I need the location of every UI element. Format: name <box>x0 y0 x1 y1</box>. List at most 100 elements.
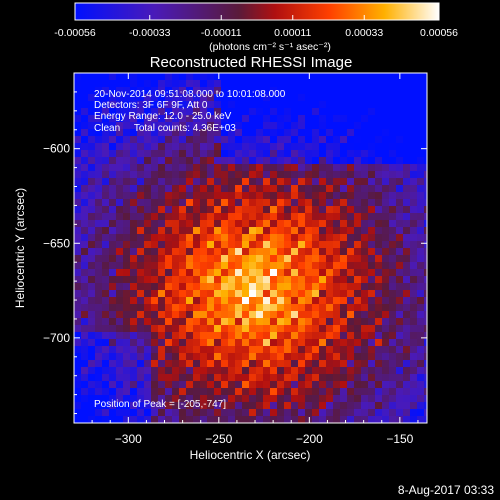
heatmap-cell <box>319 360 327 368</box>
heatmap-cell <box>137 94 145 102</box>
heatmap-cell <box>74 402 82 410</box>
heatmap-cell <box>207 122 215 130</box>
heatmap-cell <box>354 157 362 165</box>
heatmap-cell <box>235 360 243 368</box>
heatmap-cell <box>354 255 362 263</box>
heatmap-cell <box>270 73 278 81</box>
heatmap-cell <box>207 290 215 298</box>
heatmap-cell <box>417 101 425 109</box>
heatmap-cell <box>256 101 264 109</box>
heatmap-cell <box>368 122 376 130</box>
heatmap-cell <box>277 122 285 130</box>
heatmap-cell <box>396 339 404 347</box>
heatmap-cell <box>361 346 369 354</box>
heatmap-cell <box>368 395 376 403</box>
heatmap-cell <box>102 150 110 158</box>
heatmap-cell <box>186 248 194 256</box>
heatmap-cell <box>249 248 257 256</box>
heatmap-cell <box>102 409 110 417</box>
heatmap-cell <box>249 269 257 277</box>
heatmap-cell <box>242 213 250 221</box>
heatmap-cell <box>375 332 383 340</box>
heatmap-cell <box>144 283 152 291</box>
heatmap-cell <box>186 108 194 116</box>
heatmap-cell <box>116 416 124 423</box>
heatmap-cell <box>263 388 271 396</box>
heatmap-cell <box>207 192 215 200</box>
heatmap-cell <box>137 416 145 423</box>
heatmap-cell <box>340 325 348 333</box>
heatmap-cell <box>200 297 208 305</box>
heatmap-cell <box>74 220 82 228</box>
heatmap-cell <box>214 304 222 312</box>
heatmap-cell <box>207 227 215 235</box>
heatmap-cell <box>130 416 138 423</box>
heatmap-cell <box>102 297 110 305</box>
heatmap-cell <box>319 178 327 186</box>
heatmap-cell <box>375 94 383 102</box>
heatmap-cell <box>207 185 215 193</box>
heatmap-cell <box>130 143 138 151</box>
heatmap-cell <box>228 164 236 172</box>
heatmap-cell <box>242 171 250 179</box>
heatmap-cell <box>74 353 82 361</box>
heatmap-cell <box>109 199 117 207</box>
heatmap-cell <box>410 332 418 340</box>
heatmap-cell <box>214 290 222 298</box>
heatmap-cell <box>298 276 306 284</box>
heatmap-cell <box>151 262 159 270</box>
heatmap-cell <box>151 143 159 151</box>
heatmap-cell <box>361 395 369 403</box>
heatmap-cell <box>403 185 411 193</box>
heatmap-cell <box>158 395 166 403</box>
heatmap-cell <box>312 185 320 193</box>
heatmap-cell <box>326 94 334 102</box>
heatmap-cell <box>410 381 418 389</box>
heatmap-cell <box>81 255 89 263</box>
heatmap-cell <box>74 80 82 88</box>
heatmap-cell <box>305 150 313 158</box>
heatmap-cell <box>144 381 152 389</box>
heatmap-cell <box>340 269 348 277</box>
heatmap-cell <box>130 129 138 137</box>
heatmap-cell <box>228 94 236 102</box>
heatmap-cell <box>151 213 159 221</box>
heatmap-cell <box>396 80 404 88</box>
heatmap-cell <box>109 346 117 354</box>
heatmap-cell <box>340 108 348 116</box>
heatmap-cell <box>123 339 131 347</box>
heatmap-cell <box>424 73 427 81</box>
heatmap-cell <box>109 192 117 200</box>
heatmap-cell <box>109 80 117 88</box>
heatmap-cell <box>186 388 194 396</box>
heatmap-cell <box>158 339 166 347</box>
x-tick-label: −300 <box>115 432 142 446</box>
heatmap-cell <box>123 136 131 144</box>
heatmap-cell <box>235 297 243 305</box>
heatmap-cell <box>410 297 418 305</box>
heatmap-cell <box>242 220 250 228</box>
heatmap-cell <box>410 241 418 249</box>
heatmap-cell <box>193 381 201 389</box>
heatmap-cell <box>354 80 362 88</box>
heatmap-cell <box>319 129 327 137</box>
heatmap-cell <box>102 416 110 423</box>
heatmap-cell <box>228 129 236 137</box>
heatmap-cell <box>228 318 236 326</box>
heatmap-cell <box>312 206 320 214</box>
heatmap-cell <box>200 136 208 144</box>
heatmap-cell <box>158 171 166 179</box>
heatmap-cell <box>284 115 292 123</box>
heatmap-cell <box>116 80 124 88</box>
heatmap-cell <box>95 241 103 249</box>
heatmap-cell <box>109 297 117 305</box>
heatmap-cell <box>116 185 124 193</box>
heatmap-cell <box>417 395 425 403</box>
heatmap-cell <box>88 108 96 116</box>
heatmap-cell <box>249 416 257 423</box>
heatmap-cell <box>81 94 89 102</box>
heatmap-cell <box>123 269 131 277</box>
heatmap-cell <box>368 192 376 200</box>
heatmap-cell <box>270 367 278 375</box>
heatmap-cell <box>95 304 103 312</box>
